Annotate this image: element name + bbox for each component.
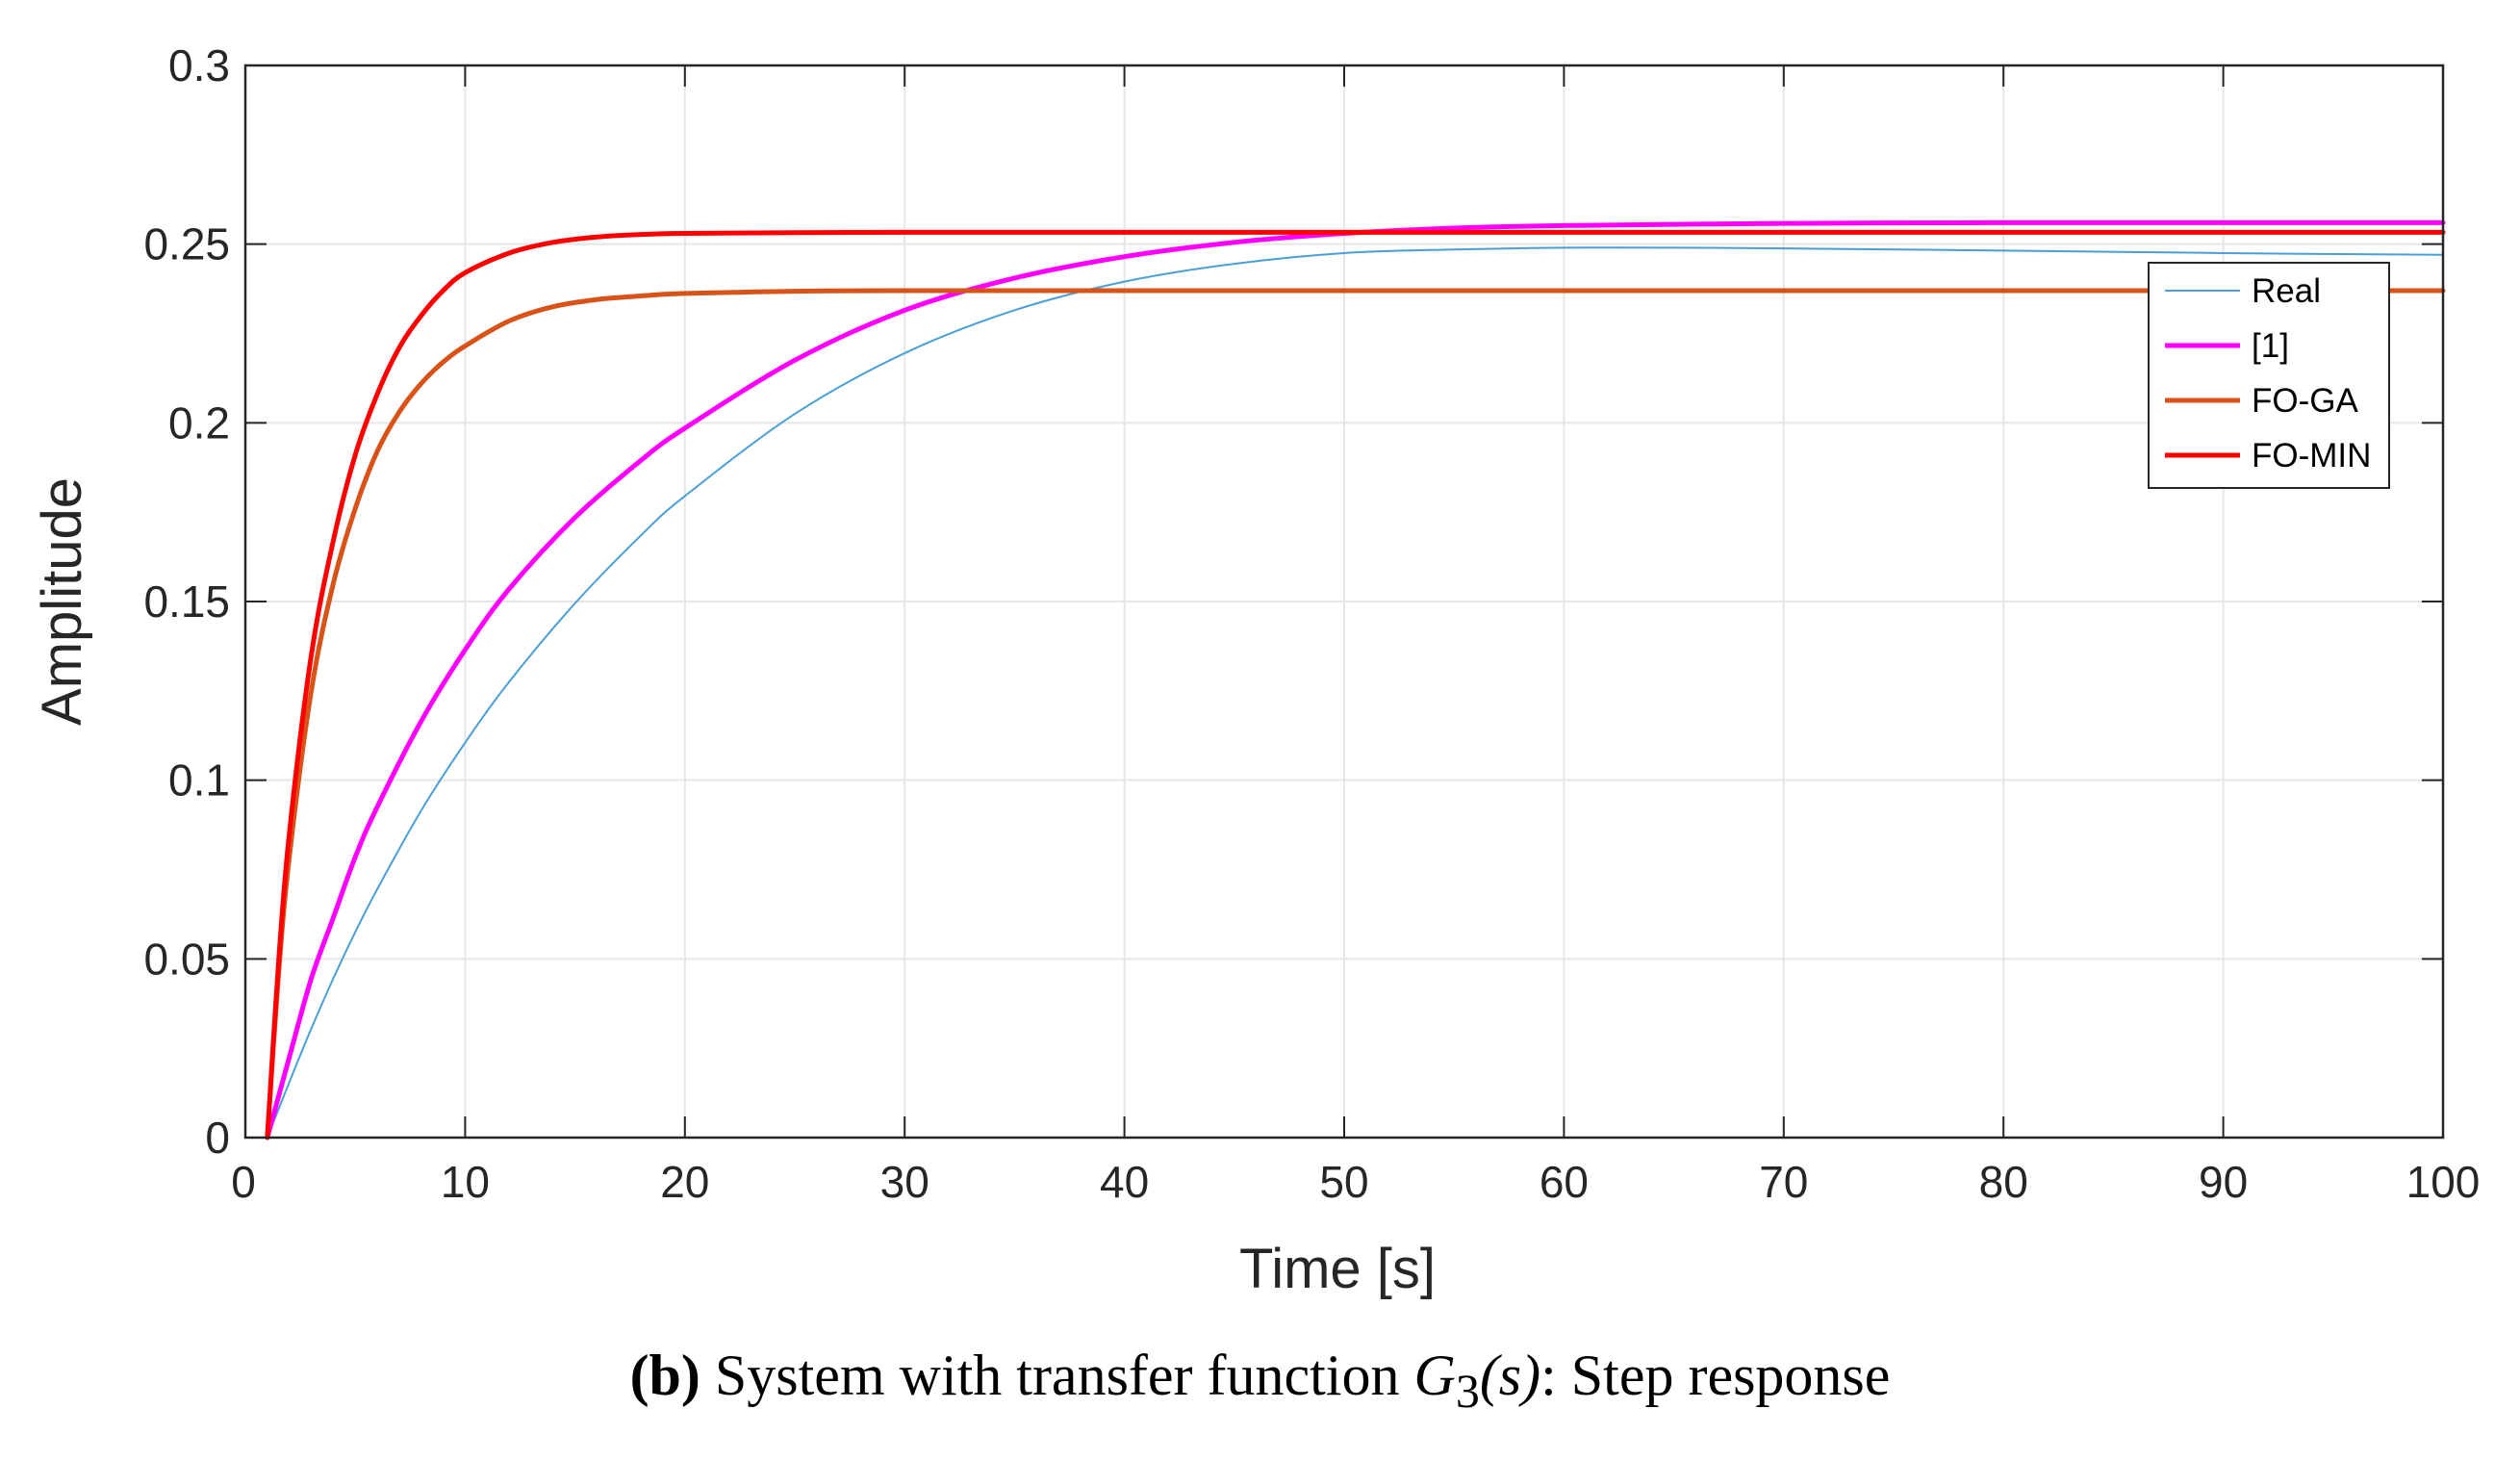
step-response-chart: 0 10 20 30 40 50 60 70 80 90 100 0 0.05 0.1 0.15 0.2 0.… bbox=[31, 40, 2480, 1300]
legend-label-fo-min: FO-MIN bbox=[2252, 437, 2371, 474]
legend-label-real: Real bbox=[2252, 272, 2321, 310]
series-line-1 bbox=[265, 219, 2446, 1140]
legend-label-fo-ga: FO-GA bbox=[2252, 382, 2358, 420]
legend: Real [1] FO-GA FO-MIN bbox=[2148, 262, 2390, 489]
caption-label: (b) bbox=[629, 1344, 700, 1407]
x-tick-label: 50 bbox=[1319, 1157, 1368, 1207]
x-tick-label: 100 bbox=[2406, 1157, 2481, 1207]
series-line-fo-ga bbox=[265, 288, 2446, 1140]
y-tick-labels: 0 0.05 0.1 0.15 0.2 0.25 0.3 bbox=[143, 40, 230, 1163]
x-tick-label: 90 bbox=[2199, 1157, 2248, 1207]
caption-math-arg: (s) bbox=[1479, 1344, 1541, 1407]
caption-math-subscript: 3 bbox=[1455, 1364, 1480, 1418]
y-tick-label: 0.2 bbox=[168, 397, 230, 448]
x-tick-label: 10 bbox=[441, 1157, 490, 1207]
caption-text-before: System with transfer function bbox=[700, 1344, 1414, 1407]
x-tick-label: 60 bbox=[1540, 1157, 1589, 1207]
caption-math-symbol: G bbox=[1413, 1344, 1456, 1407]
y-tick-label: 0.25 bbox=[143, 219, 230, 269]
x-tick-label: 30 bbox=[880, 1157, 929, 1207]
x-axis-title: Time [s] bbox=[1239, 1238, 1436, 1300]
x-tick-labels: 0 10 20 30 40 50 60 70 80 90 100 bbox=[231, 1157, 2480, 1207]
legend-box bbox=[2148, 262, 2390, 489]
x-tick-label: 80 bbox=[1979, 1157, 2028, 1207]
series-line-fo-min bbox=[265, 229, 2446, 1140]
x-tick-label: 40 bbox=[1100, 1157, 1149, 1207]
caption-text-after: : Step response bbox=[1540, 1344, 1891, 1407]
series-lines bbox=[265, 219, 2446, 1140]
y-axis-title: Amplitude bbox=[31, 477, 93, 726]
x-tick-label: 0 bbox=[231, 1157, 256, 1207]
y-tick-label: 0 bbox=[205, 1113, 230, 1163]
series-line-real bbox=[266, 246, 2444, 1139]
figure-caption: (b) System with transfer function G3(s):… bbox=[0, 1343, 2520, 1419]
x-tick-label: 70 bbox=[1759, 1157, 1808, 1207]
axis-ticks bbox=[244, 64, 2444, 1139]
x-tick-label: 20 bbox=[660, 1157, 709, 1207]
y-tick-label: 0.1 bbox=[168, 756, 230, 806]
y-tick-label: 0.15 bbox=[143, 576, 230, 627]
legend-label-1: [1] bbox=[2252, 327, 2289, 365]
y-tick-label: 0.05 bbox=[143, 934, 230, 984]
y-tick-label: 0.3 bbox=[168, 40, 230, 90]
